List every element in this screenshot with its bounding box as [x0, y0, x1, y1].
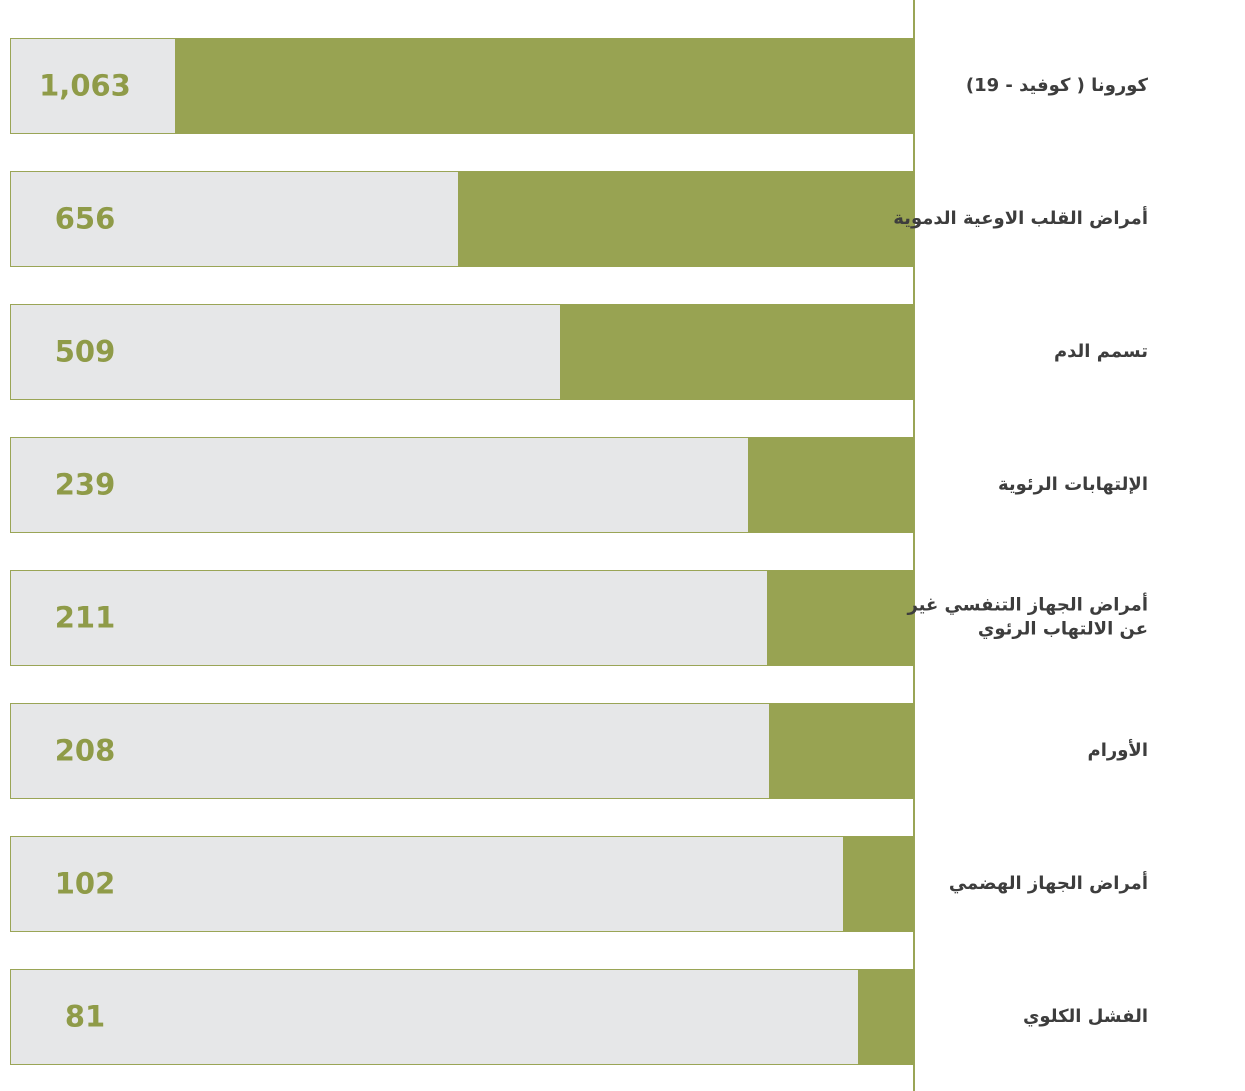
bar-track: [10, 570, 914, 666]
category-label: الإلتهابات الرئوية: [997, 473, 1148, 495]
data-label: 509: [54, 334, 116, 369]
data-label: 656: [54, 201, 116, 236]
data-label: 102: [54, 866, 116, 901]
bar: [747, 437, 914, 533]
category-label: أمراض الجهاز التنفسي غير عن الالتهاب الر…: [907, 594, 1148, 640]
category-label: أمراض القلب الاوعية الدموية: [893, 207, 1148, 229]
category-label: الفشل الكلوي: [1022, 1005, 1148, 1027]
bar: [560, 304, 914, 400]
bar-track: [10, 703, 914, 799]
category-label: تسمم الدم: [1053, 340, 1148, 362]
category-label: أمراض الجهاز الهضمي: [948, 872, 1148, 894]
bar: [174, 38, 914, 134]
bar: [767, 570, 914, 666]
axis-line: [913, 0, 915, 1091]
bar: [857, 969, 914, 1065]
bar: [457, 171, 914, 267]
data-label: 1,063: [39, 68, 131, 103]
data-label: 239: [54, 467, 116, 502]
category-label: الأورام: [1087, 739, 1149, 761]
data-label: 211: [54, 600, 116, 635]
data-label: 81: [64, 999, 106, 1034]
bar: [843, 836, 914, 932]
bar: [769, 703, 914, 799]
data-label: 208: [54, 733, 116, 768]
category-label: كورونا ( كوفيد - 19): [965, 74, 1148, 96]
bar-track: [10, 969, 914, 1065]
